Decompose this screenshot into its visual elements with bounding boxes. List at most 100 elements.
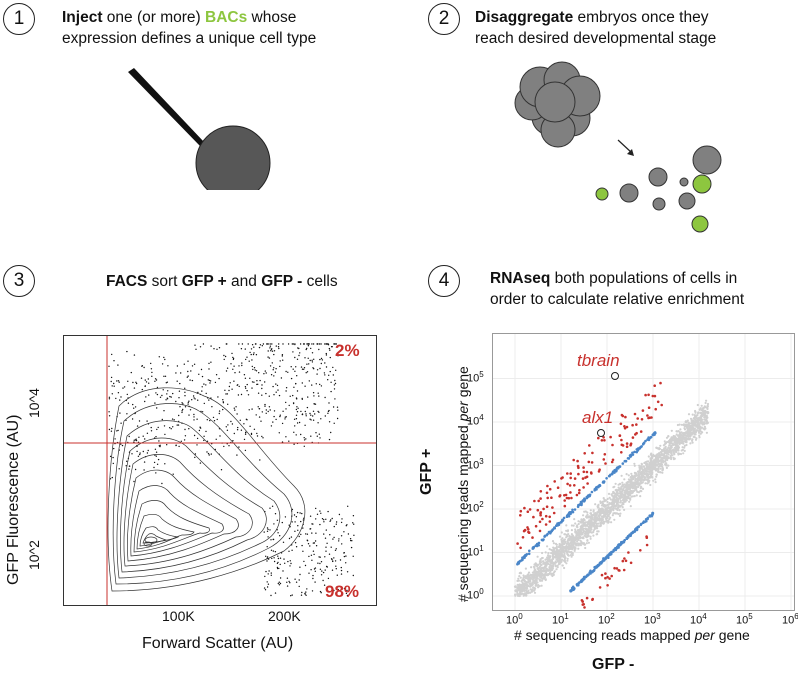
grey-point <box>617 499 620 502</box>
facs-dot <box>113 447 115 450</box>
facs-dot <box>315 532 317 534</box>
facs-dot <box>291 521 293 523</box>
grey-point <box>680 441 683 444</box>
facs-dot <box>325 343 327 345</box>
facs-dot <box>340 566 342 569</box>
grey-point <box>571 534 574 537</box>
facs-dot <box>328 374 330 376</box>
blue-point <box>602 559 605 562</box>
grey-point <box>582 530 586 533</box>
blue-point <box>624 460 628 463</box>
grey-point <box>514 594 517 597</box>
facs-dot <box>203 439 205 442</box>
facs-dot <box>156 407 158 409</box>
step-4-number: 4 <box>428 265 460 297</box>
blue-point <box>604 557 607 560</box>
facs-dot <box>222 401 224 403</box>
facs-dot <box>297 407 299 409</box>
grey-point <box>611 501 614 504</box>
facs-dot <box>191 399 193 401</box>
facs-dot <box>278 394 281 397</box>
facs-dot <box>333 525 335 528</box>
grey-point <box>690 424 693 427</box>
grey-point <box>689 442 692 445</box>
facs-dot <box>218 410 221 412</box>
facs-dot <box>332 406 335 408</box>
grey-point <box>569 547 572 550</box>
facs-dot <box>301 544 303 547</box>
grey-point <box>676 434 679 437</box>
blue-point <box>517 561 520 564</box>
grey-point <box>607 503 610 506</box>
facs-dot <box>113 360 115 362</box>
facs-dot <box>109 455 112 458</box>
grey-point <box>687 413 691 416</box>
grey-point <box>592 514 595 517</box>
facs-dot <box>183 439 186 441</box>
facs-dot <box>284 516 287 518</box>
facs-dot <box>330 546 332 548</box>
grey-point <box>613 500 616 503</box>
grey-point <box>594 503 597 506</box>
grey-point <box>699 411 702 414</box>
facs-dot <box>326 542 328 544</box>
grey-point <box>637 485 640 488</box>
facs-dot <box>145 381 148 383</box>
facs-dot <box>298 535 300 538</box>
facs-dot <box>311 359 313 361</box>
grey-point <box>525 583 528 586</box>
facs-dot <box>329 356 331 359</box>
step-1-mid: one (or more) <box>102 9 205 26</box>
facs-dot <box>270 539 272 541</box>
facs-dot <box>200 368 203 371</box>
facs-dot <box>228 385 231 388</box>
facs-dot <box>334 398 336 400</box>
facs-dot <box>146 420 148 422</box>
red-point <box>542 507 545 511</box>
facs-dot <box>134 406 137 408</box>
grey-point <box>619 499 622 502</box>
facs-dot <box>131 418 134 420</box>
facs-xlabel: Forward Scatter (AU) <box>142 635 294 652</box>
facs-dot <box>175 400 177 403</box>
facs-dot <box>206 419 208 421</box>
facs-plot <box>63 335 377 606</box>
facs-dot <box>297 525 299 527</box>
facs-dot <box>320 357 323 360</box>
grey-point <box>616 508 619 512</box>
blue-point <box>610 472 614 476</box>
grey-point <box>592 525 595 528</box>
facs-dot <box>276 384 279 387</box>
facs-dot <box>290 366 292 368</box>
grey-point <box>527 574 530 578</box>
red-point <box>523 506 526 510</box>
grey-point <box>623 491 626 494</box>
grey-point <box>592 534 595 537</box>
grey-point <box>671 449 674 452</box>
grey-point <box>561 543 564 546</box>
blue-point <box>609 551 613 554</box>
facs-dot <box>155 451 158 453</box>
grey-point <box>594 520 597 523</box>
grey-point <box>659 451 663 454</box>
grey-point <box>553 547 556 551</box>
facs-dot <box>243 374 246 376</box>
facs-dot <box>325 518 327 520</box>
facs-dot <box>108 411 110 413</box>
grey-point <box>644 482 647 485</box>
facs-dot <box>306 406 309 409</box>
grey-point <box>659 467 662 470</box>
blue-point <box>593 489 596 492</box>
grey-point <box>587 526 590 529</box>
red-point <box>527 530 530 534</box>
grey-point <box>524 576 528 580</box>
facs-dot <box>266 546 268 548</box>
facs-dot <box>259 379 261 382</box>
facs-dot <box>172 473 174 475</box>
facs-dot <box>265 412 267 414</box>
facs-dot <box>209 382 211 384</box>
grey-point <box>578 543 581 546</box>
grey-point <box>587 541 590 544</box>
grey-point <box>693 427 696 430</box>
facs-dot <box>322 571 325 574</box>
